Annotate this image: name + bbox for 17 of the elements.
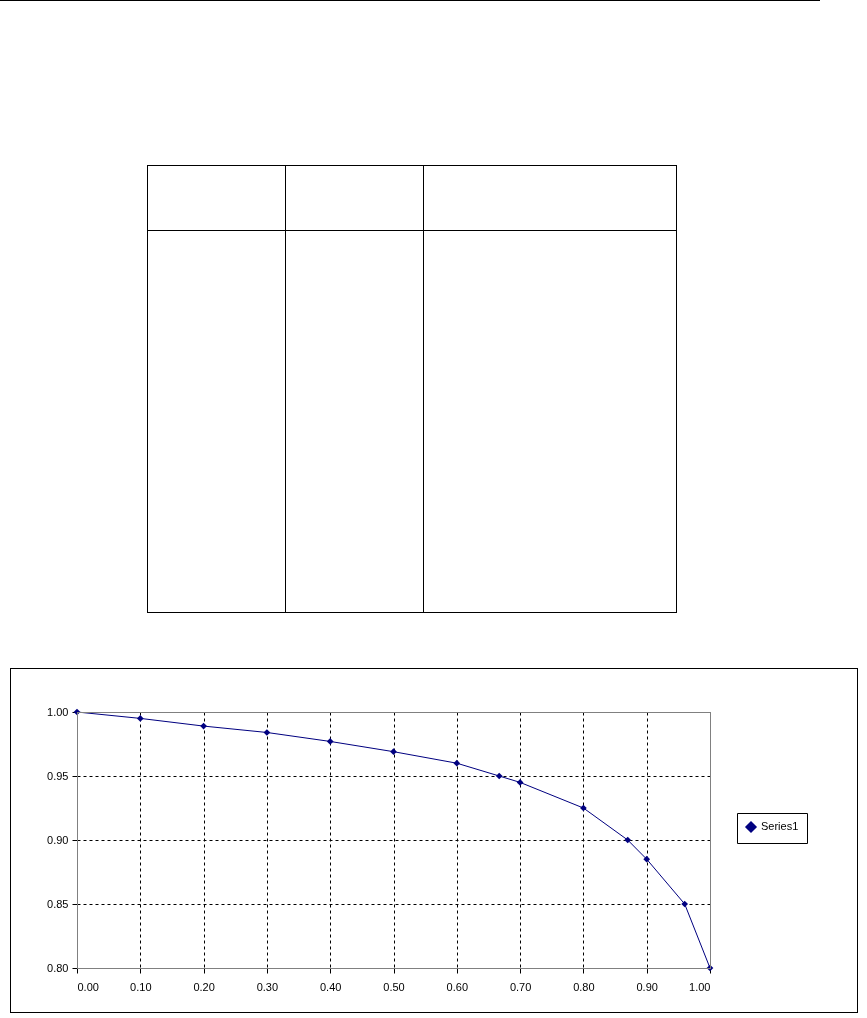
- x-tick-label: 0.10: [130, 980, 152, 993]
- y-tick-label: 1.00: [47, 705, 69, 718]
- x-tick-label: 0.70: [509, 980, 532, 993]
- x-tick-label: 0.00: [77, 980, 99, 993]
- x-tick-label: 0.80: [573, 980, 595, 993]
- x-tick-label: 0.40: [319, 980, 342, 993]
- x-tick-label: 0.30: [256, 980, 279, 993]
- x-tick-label: 1.00: [689, 980, 711, 993]
- y-tick-label: 0.85: [47, 897, 69, 910]
- y-tick-label: 0.80: [47, 961, 69, 974]
- legend-label: Series1: [761, 820, 799, 832]
- y-tick-label: 0.95: [47, 769, 69, 782]
- x-tick-label: 0.50: [383, 980, 405, 993]
- y-tick-label: 0.90: [47, 833, 69, 846]
- x-tick-label: 0.20: [193, 980, 215, 993]
- x-tick-label: 0.90: [636, 980, 658, 993]
- x-tick-label: 0.60: [446, 980, 469, 993]
